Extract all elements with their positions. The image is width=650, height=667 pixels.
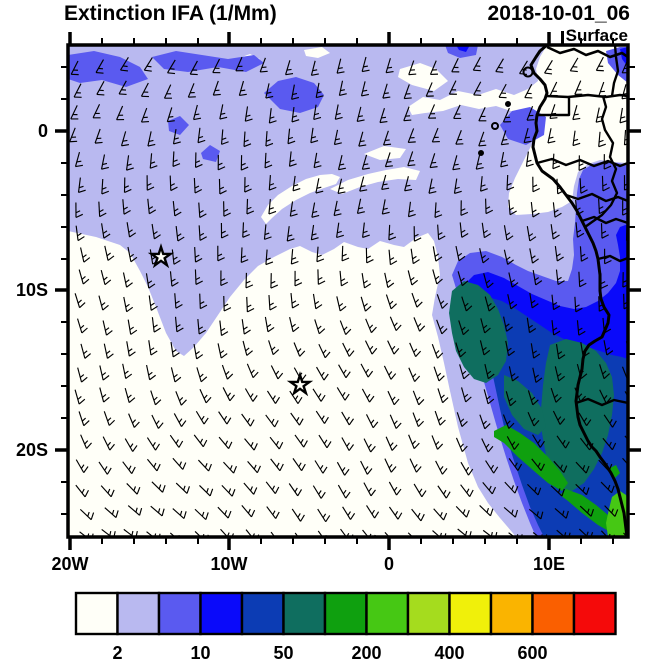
island [522,66,534,78]
colorbar-cell [406,591,451,636]
st-helena-star [286,371,314,397]
country-borders [536,45,628,407]
contour-region [445,45,478,58]
contour-region [494,425,568,491]
y-axis-label: 10S [16,280,48,300]
contour-region [68,51,148,87]
plot-title: Extinction IFA (1/Mm) [64,2,277,25]
contour-region [304,47,330,58]
x-axis-label: 0 [384,554,394,574]
colorbar-cells: 2 10 50 200 400 600 [74,591,617,663]
colorbar-label: 600 [517,643,547,663]
contour-region [560,489,618,533]
axis-ticks [55,32,641,550]
x-axis-label: 10E [533,554,565,574]
contour-region [330,167,420,194]
island [505,101,511,107]
contour-region [608,465,620,479]
colorbar-cell [489,591,534,636]
contour-region [152,51,264,72]
colorbar-label: 200 [351,643,381,663]
colorbar-cell [116,591,161,636]
contour-region [504,375,546,435]
colorbar-label: 400 [434,643,464,663]
field-shading [68,45,628,537]
colorbar-cell [323,591,368,636]
x-axis-label: 20W [51,554,88,574]
colorbar-cell [199,591,244,636]
colorbar-label: 2 [112,643,122,663]
colorbar-label: 50 [273,643,293,663]
contour-region [201,145,220,162]
contour-region [364,146,406,160]
colorbar-label: 10 [190,643,210,663]
y-axis-label: 0 [38,121,48,141]
contour-region [264,77,324,113]
plot-timestamp: 2018-10-01_06 [487,2,630,25]
contour-region [261,174,340,224]
colorbar-cell [240,591,285,636]
island [478,150,484,156]
map-plot: 20W 10W 0 10E 0 10S 20S [16,32,641,574]
coastline [478,45,628,537]
colorbar-cell [282,591,327,636]
axis-labels: 20W 10W 0 10E 0 10S 20S [16,121,565,574]
contour-region [449,281,508,383]
colorbar-cell [531,591,576,636]
x-axis-label: 10W [210,554,247,574]
wind-barbs [69,56,628,537]
island [491,122,499,130]
ascension-island-star [147,243,175,269]
colorbar-cell [448,591,493,636]
colorbar: 2 10 50 200 400 600 [74,591,617,663]
colorbar-cell [157,591,202,636]
contour-region [408,45,628,215]
y-axis-label: 20S [16,440,48,460]
tick-mark [560,31,564,46]
colorbar-cell [74,591,119,636]
colorbar-cell [572,591,617,636]
colorbar-cell [365,591,410,636]
